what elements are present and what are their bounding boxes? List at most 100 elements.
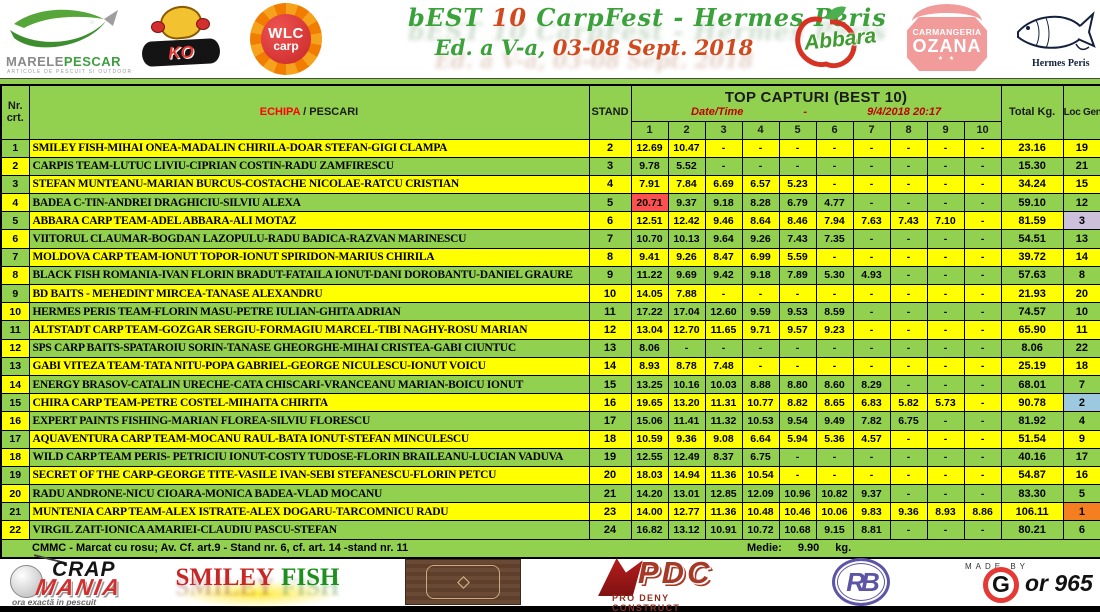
catch-cell: -: [889, 193, 928, 213]
catch-cell: -: [889, 156, 928, 176]
catch-cell: 12.55: [630, 447, 669, 467]
catch-cell: -: [889, 447, 928, 467]
catch-cell: -: [963, 265, 1002, 286]
col-header-catch: 1: [630, 120, 669, 140]
catch-cell: -: [852, 156, 891, 176]
catch-cell: 16.82: [630, 520, 669, 540]
catch-cell: -: [963, 302, 1002, 322]
table-row: 20 RADU ANDRONE-NICU CIOARA-MONICA BADEA-…: [0, 484, 1100, 504]
loc-cell: 12: [1062, 193, 1100, 213]
catch-cell: 9.64: [704, 229, 743, 249]
catch-cell: -: [889, 320, 928, 340]
catch-cell: -: [889, 520, 928, 540]
table-row: 4 BADEA C-TIN-ANDREI DRAGHICIU-SILVIU ALE…: [0, 193, 1100, 213]
catch-cell: -: [963, 247, 1002, 267]
catch-cell: -: [741, 156, 780, 176]
marelepescar-logo: MARELEPESCAR ARTICOLE DE PESCUIT SI OUTD…: [4, 2, 131, 76]
total-cell: 81.59: [1000, 211, 1064, 231]
catch-cell: 4.77: [815, 193, 854, 213]
catch-cell: 18.03: [630, 465, 669, 486]
row-number-cell: 15: [0, 393, 30, 413]
apple-icon: [795, 6, 857, 69]
hermes-label: Hermes Peris: [1032, 58, 1090, 69]
row-number-cell: 20: [0, 484, 30, 504]
catch-cell: 6.75: [741, 447, 780, 467]
catch-cell: 14.94: [667, 465, 706, 486]
loc-cell: 1: [1062, 502, 1100, 522]
catch-cell: -: [815, 465, 854, 486]
row-number-cell: 12: [0, 338, 30, 358]
col-header-catch: 2: [667, 120, 706, 140]
row-number-cell: 17: [0, 429, 30, 449]
catch-cell: 9.23: [815, 320, 854, 340]
catch-cell: 10.54: [741, 465, 780, 486]
team-cell: HERMES PERIS TEAM-FLORIN MASU-PETRE IULI…: [28, 302, 590, 322]
stand-cell: 23: [588, 502, 632, 522]
catch-cell: -: [926, 138, 965, 158]
ko-band: KO: [141, 37, 221, 68]
marelepescar-tagline: ARTICOLE DE PESCUIT SI OUTDOOR: [7, 69, 133, 75]
team-cell: ENERGY BRASOV-CATALIN URECHE-CATA CHISCA…: [28, 374, 590, 395]
loc-cell: 5: [1062, 484, 1100, 504]
row-number-cell: 3: [0, 174, 30, 195]
catch-cell: 13.01: [667, 484, 706, 504]
pdc-tagline: PRO DENY CONSTRUCT: [612, 593, 681, 612]
catch-cell: 12.51: [630, 211, 669, 231]
catch-cell: 14.00: [630, 502, 669, 522]
loc-cell: 13: [1062, 229, 1100, 249]
catch-cell: 10.47: [667, 138, 706, 158]
catch-cell: 8.86: [963, 502, 1002, 522]
catch-cell: 8.64: [741, 211, 780, 231]
table-row: 1 SMILEY FISH-MIHAI ONEA-MADALIN CHIRILA-…: [0, 138, 1100, 158]
catch-cell: -: [704, 338, 743, 358]
catch-cell: 10.59: [630, 429, 669, 449]
catch-cell: -: [963, 356, 1002, 376]
table-row: 6 VIITORUL CLAUMAR-BOGDAN LAZOPULU-RADU B…: [0, 229, 1100, 249]
catch-cell: 8.93: [926, 502, 965, 522]
catch-cell: -: [926, 320, 965, 340]
team-cell: MOLDOVA CARP TEAM-IONUT TOPOR-IONUT SPIR…: [28, 247, 590, 267]
catch-cell: 9.37: [852, 484, 891, 504]
row-number-cell: 1: [0, 138, 30, 158]
yellow-glow: [175, 580, 340, 609]
row-number-cell: 2: [0, 156, 30, 176]
catch-cell: 5.36: [815, 429, 854, 449]
catch-cell: 5.82: [889, 393, 928, 413]
cmmc-note: CMMC - Marcat cu rosu; Av. Cf. art.9 - S…: [32, 542, 409, 555]
catch-cell: 9.59: [741, 302, 780, 322]
total-cell: 57.63: [1000, 265, 1064, 286]
catch-cell: 7.94: [815, 211, 854, 231]
col-header-nr: Nr. crt.: [0, 84, 30, 140]
row-number-cell: 9: [0, 283, 30, 304]
bottom-logo-bar: CRAP MANIA ora exactă in pescuit SMILEY F…: [0, 554, 1100, 612]
stand-cell: 4: [588, 174, 632, 195]
catch-cell: 5.73: [926, 393, 965, 413]
medie-value: 9.90: [797, 542, 820, 555]
catch-cell: 6.69: [704, 174, 743, 195]
catch-cell: -: [963, 484, 1002, 504]
team-cell: RADU ANDRONE-NICU CIOARA-MONICA BADEA-VL…: [28, 484, 590, 504]
total-cell: 54.87: [1000, 465, 1064, 486]
catch-cell: 8.28: [741, 193, 780, 213]
smileyfish-logo: SMILEY FISH: [175, 564, 340, 609]
total-cell: 54.51: [1000, 229, 1064, 249]
made-by-label: made by: [965, 562, 1030, 572]
table-row: 12 SPS CARP BAITS-SPATAROIU SORIN-TANASE …: [0, 338, 1100, 358]
catch-cell: -: [704, 138, 743, 158]
stand-cell: 5: [588, 193, 632, 213]
crapmania-line1: CRAP: [52, 558, 116, 582]
ribbon-icon: [912, 4, 982, 22]
top-capturi-title: TOP CAPTURI (BEST 10): [724, 88, 908, 106]
team-cell: AQUAVENTURA CARP TEAM-MOCANU RAUL-BATA I…: [28, 429, 590, 449]
catch-cell: 9.83: [852, 502, 891, 522]
catch-cell: -: [963, 193, 1002, 213]
catch-cell: 12.49: [667, 447, 706, 467]
catch-cell: 9.36: [889, 502, 928, 522]
red-ring-icon: G: [983, 567, 1019, 604]
team-cell: STEFAN MUNTEANU-MARIAN BURCUS-COSTACHE N…: [28, 174, 590, 195]
event-title: bEST 10 CarpFest - Hermes Peris Ed. a V-…: [408, 3, 886, 60]
carmangeria-ozana-logo: CARMANGERIA OZANA ★ ★: [903, 4, 991, 74]
ozana-stars: ★ ★: [937, 55, 957, 62]
table-header: Nr. crt. ECHIPA / PESCARI STAND TOP CAPTU…: [0, 84, 1100, 140]
catch-cell: 7.35: [815, 229, 854, 249]
